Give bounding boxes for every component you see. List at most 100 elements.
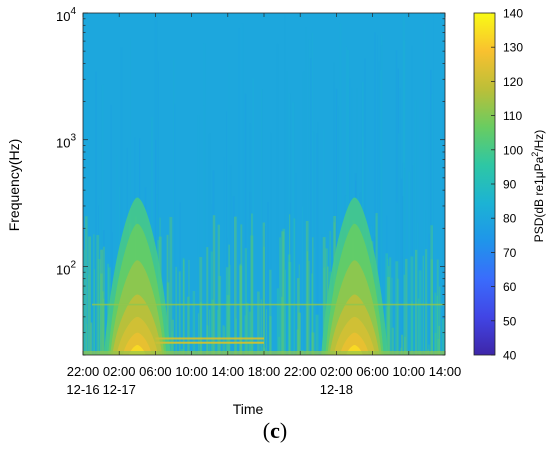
texture-lowband — [192, 291, 196, 355]
texture-lowband — [296, 329, 300, 355]
colorbar-tick-label: 130 — [503, 41, 523, 55]
texture-stripe — [197, 115, 200, 355]
texture-stripe — [267, 202, 269, 355]
texture-lowband — [312, 237, 314, 355]
x-tick-time-label: 22:00 — [67, 364, 100, 379]
texture-lowband — [430, 225, 433, 355]
texture-stripe — [211, 204, 213, 355]
texture-lowband — [260, 299, 262, 355]
texture-stripe — [431, 93, 433, 355]
texture-lowband — [306, 251, 309, 355]
texture-stripe — [111, 215, 112, 355]
colorbar-label: PSD(dB re1μPa2/Hz) — [530, 130, 546, 243]
texture-stripe — [423, 23, 425, 355]
x-tick-date-label: 12-16 — [66, 382, 99, 397]
texture-lowband — [169, 217, 173, 355]
texture-stripe — [226, 237, 228, 355]
texture-lowband — [289, 214, 291, 355]
figure-caption: (c) — [262, 418, 288, 443]
texture-lowband — [387, 276, 390, 355]
texture-lowband — [178, 271, 181, 355]
texture-lowband — [101, 291, 105, 355]
texture-lowband — [206, 247, 209, 355]
texture-stripe — [295, 173, 297, 355]
texture-lowband — [276, 288, 279, 355]
texture-stripe — [378, 162, 381, 355]
texture-stripe — [244, 93, 247, 355]
texture-lowband — [391, 327, 395, 355]
texture-lowband — [206, 325, 209, 355]
texture-lowband — [438, 325, 441, 355]
texture-lowband — [269, 316, 272, 355]
texture-stripe — [335, 88, 338, 355]
texture-stripe — [229, 165, 232, 355]
texture-stripe — [276, 43, 279, 355]
texture-lowband — [212, 215, 216, 355]
texture-lowband — [228, 244, 231, 355]
texture-lowband — [388, 266, 390, 355]
texture-lowband — [437, 338, 440, 355]
texture-lowband — [325, 248, 328, 355]
texture-stripe — [399, 88, 401, 355]
texture-lowband — [234, 216, 237, 355]
texture-stripe — [286, 71, 288, 355]
colorbar-ticks: 40 50 60 70 80 90 100 110 120 130 140 — [491, 7, 523, 363]
texture-lowband — [188, 259, 190, 355]
texture-lowband — [249, 311, 252, 355]
texture-stripe — [241, 23, 244, 355]
texture-stripe — [309, 58, 312, 355]
texture-stripe — [395, 50, 398, 355]
texture-lowband — [225, 267, 229, 355]
texture-stripe — [416, 222, 419, 355]
texture-stripe — [428, 233, 430, 355]
texture-lowband — [224, 326, 226, 355]
texture-lowband — [250, 213, 253, 355]
texture-stripe — [223, 157, 225, 355]
texture-stripe — [400, 178, 403, 355]
texture-lowband — [311, 332, 315, 355]
texture-stripe — [228, 61, 230, 355]
texture-stripe — [248, 219, 251, 355]
texture-stripe — [302, 206, 303, 355]
texture-stripe — [442, 91, 445, 355]
texture-lowband — [436, 259, 439, 355]
x-tick-time-label: 02:00 — [103, 364, 136, 379]
texture-lowband — [166, 234, 169, 355]
texture-stripe — [238, 28, 240, 355]
texture-lowband — [282, 228, 286, 355]
colorbar-tick-label: 140 — [503, 7, 523, 21]
texture-lowband — [222, 325, 225, 355]
texture-lowband — [107, 263, 110, 355]
texture-lowband — [171, 319, 174, 355]
texture-stripe — [249, 123, 252, 355]
texture-lowband — [308, 260, 310, 355]
texture-lowband — [84, 216, 88, 355]
texture-stripe — [292, 102, 295, 355]
texture-lowband — [246, 302, 249, 355]
texture-lowband — [323, 267, 325, 355]
texture-stripe — [98, 205, 100, 355]
texture-stripe — [232, 251, 234, 355]
texture-stripe — [402, 14, 405, 355]
texture-stripe — [203, 43, 206, 355]
texture-lowband — [226, 295, 230, 355]
texture-lowband — [389, 257, 392, 355]
texture-stripe — [402, 196, 404, 355]
texture-stripe — [311, 32, 313, 355]
texture-stripe — [336, 105, 339, 355]
texture-stripe — [339, 23, 342, 355]
texture-stripe — [116, 155, 118, 355]
texture-lowband — [265, 309, 268, 355]
texture-stripe — [284, 14, 286, 355]
texture-lowband — [403, 274, 405, 355]
texture-lowband — [229, 264, 231, 355]
texture-lowband — [263, 246, 265, 355]
texture-stripe — [413, 163, 415, 355]
texture-lowband — [187, 296, 190, 355]
texture-stripe — [288, 93, 291, 355]
x-tick-time-label: 06:00 — [139, 364, 172, 379]
texture-lowband — [183, 259, 185, 355]
texture-lowband — [244, 248, 248, 355]
texture-stripe — [249, 191, 252, 355]
band-line — [155, 337, 264, 340]
